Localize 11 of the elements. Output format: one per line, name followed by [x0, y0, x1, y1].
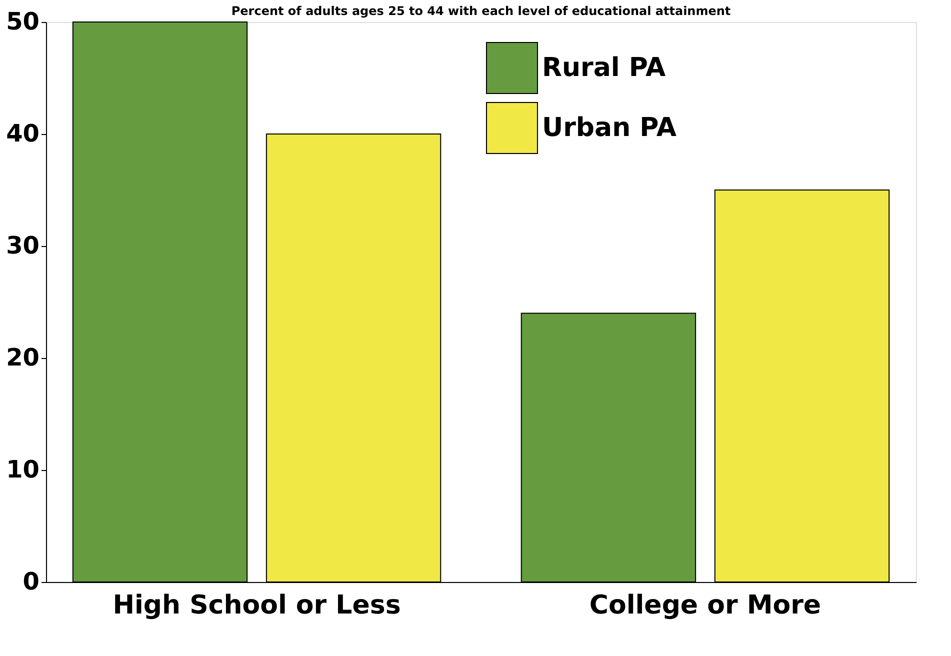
legend-label: Urban PA: [542, 113, 676, 143]
legend-label: Rural PA: [542, 53, 666, 83]
y-tick-label: 30: [6, 232, 40, 260]
y-tick-label: 50: [6, 8, 40, 36]
x-tick-label: High School or Less: [112, 590, 401, 620]
y-tick-label: 40: [6, 120, 40, 148]
x-tick-label: College or More: [589, 590, 822, 620]
chart-title: Percent of adults ages 25 to 44 with each level of educational attainment: [231, 4, 731, 18]
y-tick-label: 20: [6, 344, 40, 372]
y-tick-label: 10: [6, 456, 40, 484]
y-tick-label: 0: [22, 568, 40, 596]
